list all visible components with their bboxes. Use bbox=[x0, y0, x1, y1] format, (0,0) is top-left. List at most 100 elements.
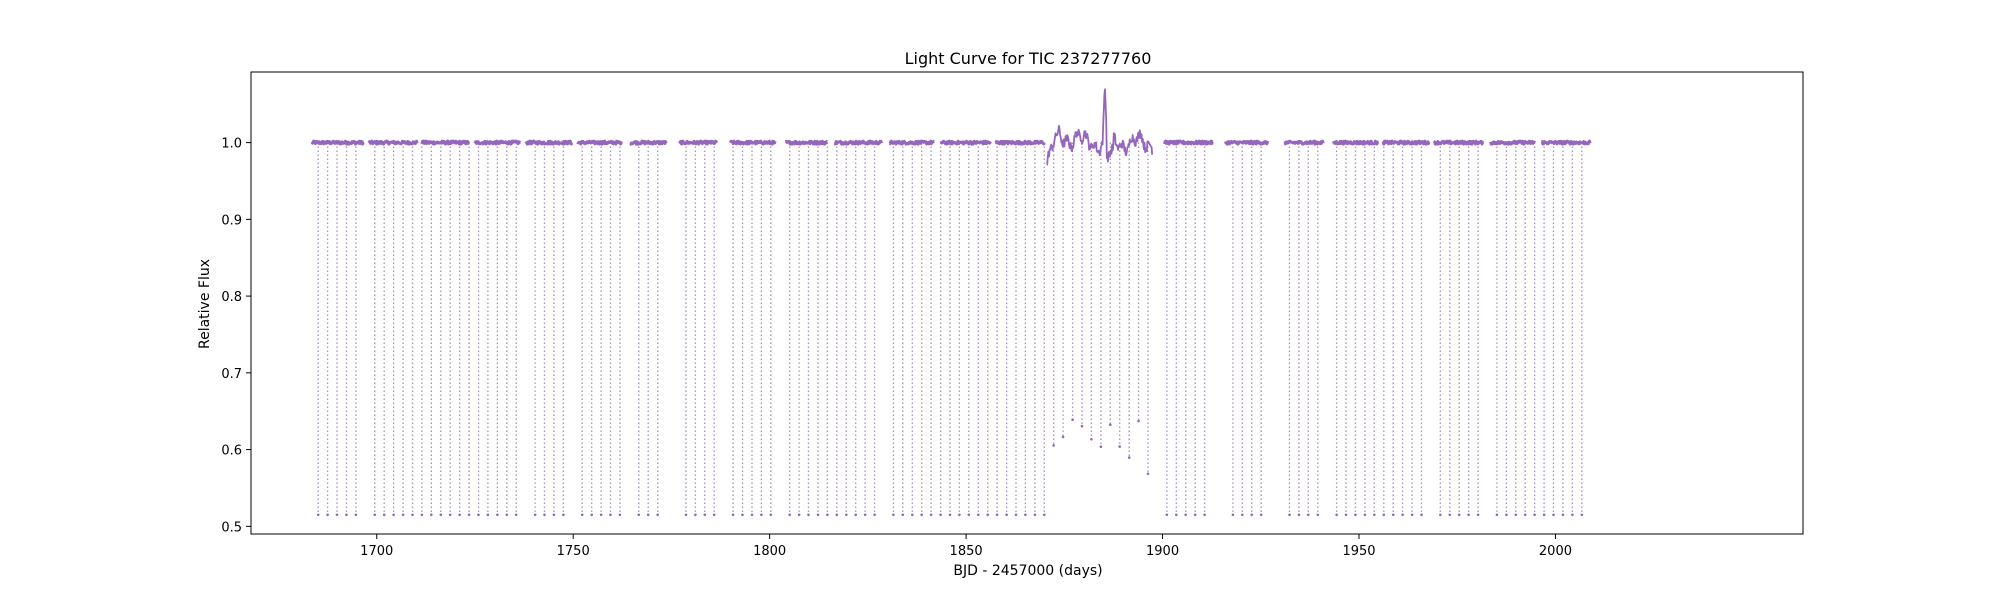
x-tick-label: 1850 bbox=[950, 544, 983, 559]
eclipse-min-point bbox=[1137, 419, 1140, 423]
eclipse-min-point bbox=[1523, 513, 1527, 517]
eclipse-min-point bbox=[1099, 445, 1103, 449]
eclipse-min-point bbox=[316, 513, 320, 517]
eclipse-min-point bbox=[1241, 513, 1244, 517]
eclipse-min-point bbox=[543, 513, 546, 517]
eclipse-min-point bbox=[835, 513, 839, 517]
baseline-flux-line bbox=[1540, 139, 1592, 146]
eclipse-min-point bbox=[1542, 513, 1546, 517]
eclipse-min-point bbox=[986, 513, 989, 517]
x-tick-label: 1900 bbox=[1146, 544, 1179, 559]
eclipse-min-point bbox=[1127, 456, 1131, 459]
eclipse-min-point bbox=[562, 513, 565, 517]
eclipse-min-point bbox=[1005, 513, 1008, 517]
eclipse-min-point bbox=[637, 513, 641, 517]
baseline-flux-line bbox=[888, 139, 936, 146]
eclipse-min-point bbox=[1033, 513, 1037, 517]
x-tick-label: 2000 bbox=[1539, 544, 1572, 559]
y-axis-ticks: 0.5 0.6 0.7 0.8 0.9 1.0 bbox=[221, 137, 251, 535]
eclipse-min-point bbox=[1071, 418, 1074, 422]
eclipse-min-point bbox=[1231, 513, 1235, 517]
eclipse-min-point bbox=[354, 513, 358, 517]
y-tick-label: 0.5 bbox=[221, 520, 242, 535]
eclipse-min-point bbox=[1505, 513, 1508, 517]
baseline-flux-line bbox=[784, 139, 829, 146]
eclipse-min-point bbox=[1118, 445, 1121, 448]
eclipse-min-point bbox=[1297, 513, 1301, 517]
baseline-flux-line bbox=[524, 139, 574, 146]
eclipse-min-point bbox=[731, 513, 735, 517]
baseline-flux-line bbox=[576, 139, 623, 146]
eclipse-min-point bbox=[703, 513, 707, 517]
eclipse-min-point bbox=[816, 513, 820, 517]
baseline-flux-line bbox=[473, 139, 522, 146]
eclipse-min-point bbox=[580, 513, 584, 517]
eclipse-min-point bbox=[430, 513, 433, 517]
baseline-flux-line bbox=[1283, 139, 1325, 146]
eclipse-min-point bbox=[1467, 513, 1470, 517]
eclipse-min-point bbox=[995, 513, 999, 517]
eclipse-min-point bbox=[797, 513, 801, 517]
eclipse-min-point bbox=[1533, 513, 1536, 517]
eclipse-min-point bbox=[646, 513, 650, 517]
eclipse-min-point bbox=[1307, 513, 1310, 517]
eclipse-min-point bbox=[533, 513, 537, 517]
eclipse-min-point bbox=[1250, 513, 1253, 517]
eclipse-min-point bbox=[1514, 513, 1518, 517]
eclipse-min-point bbox=[514, 513, 518, 517]
eclipse-min-point bbox=[1344, 513, 1348, 517]
eclipse-min-point bbox=[1203, 513, 1206, 517]
x-axis-ticks: 1700 1750 1800 1850 1900 1950 2000 bbox=[360, 534, 1572, 559]
eclipse-min-point bbox=[1109, 423, 1112, 427]
eclipse-min-point bbox=[1476, 513, 1480, 517]
plot-frame bbox=[250, 71, 1804, 535]
eclipse-min-point bbox=[863, 513, 867, 517]
x-axis-label: BJD - 2457000 (days) bbox=[953, 563, 1102, 579]
eclipse-min-point bbox=[373, 513, 377, 517]
eclipse-min-point bbox=[807, 513, 810, 517]
eclipse-min-point bbox=[1175, 513, 1178, 517]
variable-flux-line bbox=[1046, 88, 1153, 166]
eclipse-min-point bbox=[1561, 513, 1565, 517]
eclipse-min-point bbox=[1090, 438, 1093, 441]
eclipse-min-point bbox=[929, 513, 933, 517]
eclipse-min-point bbox=[599, 513, 603, 517]
eclipse-min-point bbox=[1457, 513, 1461, 517]
eclipse-min-point bbox=[920, 513, 923, 517]
eclipse-min-point bbox=[420, 513, 424, 517]
eclipse-min-point bbox=[1382, 513, 1386, 517]
eclipse-min-point bbox=[1552, 513, 1555, 517]
eclipse-min-point bbox=[1439, 513, 1442, 517]
eclipse-min-point bbox=[948, 513, 952, 517]
y-tick-label: 0.7 bbox=[221, 367, 242, 382]
eclipse-min-point bbox=[712, 513, 716, 517]
eclipse-min-point bbox=[609, 513, 612, 517]
eclipse-min-point bbox=[684, 513, 688, 517]
baseline-flux-line bbox=[629, 139, 668, 146]
y-tick-label: 1.0 bbox=[221, 137, 242, 152]
eclipse-min-point bbox=[1316, 513, 1320, 517]
chart-title: Light Curve for TIC 237277760 bbox=[905, 49, 1152, 68]
x-tick-label: 1800 bbox=[753, 544, 786, 559]
eclipse-min-point bbox=[1146, 472, 1150, 476]
eclipse-min-point bbox=[345, 513, 348, 517]
eclipse-min-point bbox=[788, 513, 791, 517]
eclipse-min-point bbox=[1184, 513, 1187, 517]
eclipse-min-point bbox=[854, 513, 857, 517]
eclipse-min-point bbox=[901, 513, 905, 517]
x-tick-label: 1700 bbox=[360, 544, 393, 559]
baseline-flux-line bbox=[939, 139, 992, 146]
y-tick-label: 0.9 bbox=[221, 213, 242, 228]
eclipse-min-point bbox=[401, 513, 405, 517]
eclipse-min-point bbox=[1391, 513, 1395, 517]
eclipse-min-point bbox=[892, 513, 895, 517]
baseline-flux-line bbox=[367, 139, 419, 146]
eclipse-min-point bbox=[448, 513, 452, 517]
eclipse-min-point bbox=[618, 513, 622, 517]
eclipse-min-point bbox=[326, 513, 329, 517]
x-tick-label: 1750 bbox=[557, 544, 590, 559]
eclipse-min-point bbox=[1363, 513, 1367, 517]
eclipse-min-point bbox=[1288, 513, 1291, 517]
baseline-flux-line bbox=[994, 139, 1046, 146]
